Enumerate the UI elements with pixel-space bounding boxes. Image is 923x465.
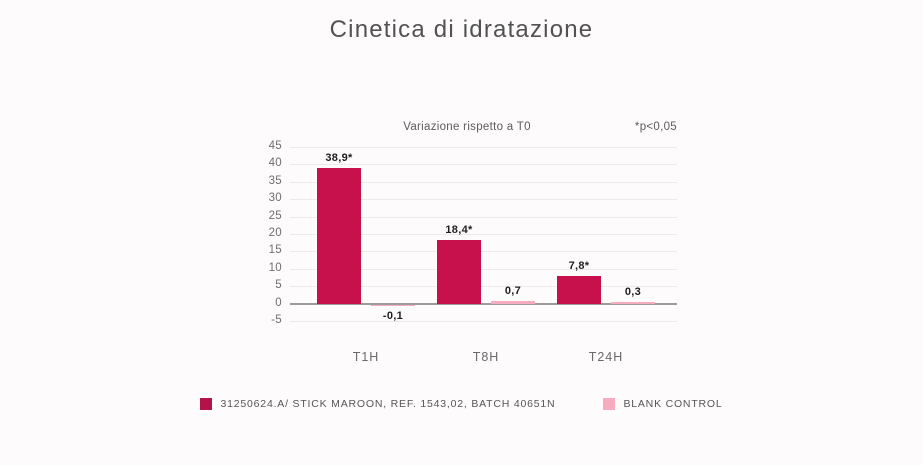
y-axis-tick-label: 0 — [275, 296, 282, 309]
legend-label: BLANK CONTROL — [623, 398, 723, 410]
gridline — [290, 181, 677, 183]
bar-stick-maroon-T1H — [317, 168, 361, 304]
bar-value-label: 38,9* — [325, 152, 353, 165]
bar-stick-maroon-T24H — [557, 276, 601, 304]
x-axis: T1H T8H T24H — [290, 350, 677, 370]
legend-swatch-stick-maroon — [200, 398, 213, 410]
bar-blank-control-T24H — [611, 302, 655, 304]
zero-axis-line — [290, 302, 677, 305]
y-axis-tick-label: 20 — [268, 227, 282, 239]
y-axis-tick-label: 15 — [268, 244, 282, 257]
bar-value-label: -0,1 — [382, 310, 404, 323]
x-axis-label-T8H: T8H — [472, 350, 500, 364]
bar-blank-control-T8H — [491, 301, 535, 304]
y-axis-tick-label: 25 — [268, 209, 282, 222]
y-axis-tick-label: 10 — [268, 261, 282, 274]
gridline — [290, 147, 677, 148]
page-title: Cinetica di idratazione — [329, 16, 594, 43]
y-axis-tick-label: 5 — [275, 279, 282, 292]
gridline — [290, 234, 677, 235]
legend-item-stick-maroon: 31250624.A/ STICK MAROON, REF. 1543,02, … — [200, 398, 555, 410]
bar-stick-maroon-T8H — [437, 239, 481, 304]
bar-blank-control-T1H — [371, 304, 415, 307]
plot-area: 38,9* -0,1 18,4* 0,7 7,8* 0,3 — [290, 147, 677, 323]
chart-subtitle: Variazione rispetto a T0 — [403, 121, 531, 133]
y-axis-tick-label: 40 — [268, 157, 282, 170]
gridline — [290, 199, 677, 201]
gridline — [290, 268, 677, 270]
bar-value-label: 18,4* — [445, 223, 473, 236]
gridline — [290, 164, 677, 166]
y-axis-tick-label: 30 — [268, 192, 282, 205]
bar-value-label: 0,3 — [624, 286, 642, 299]
bar-value-label: 0,7 — [504, 285, 522, 298]
legend-swatch-blank-control — [603, 398, 616, 410]
legend: 31250624.A/ STICK MAROON, REF. 1543,02, … — [0, 398, 923, 410]
y-axis-tick-label: 35 — [268, 174, 282, 187]
x-axis-label-T24H: T24H — [588, 350, 624, 364]
legend-label: 31250624.A/ STICK MAROON, REF. 1543,02, … — [220, 398, 556, 410]
y-axis-tick-label: -5 — [271, 314, 282, 326]
legend-item-blank-control: BLANK CONTROL — [603, 398, 722, 410]
y-axis: 45 40 35 30 25 20 15 10 5 0 -5 — [238, 140, 282, 326]
x-axis-label-T1H: T1H — [352, 350, 380, 364]
bar-value-label: 7,8* — [568, 260, 590, 273]
gridline — [290, 321, 677, 322]
y-axis-tick-label: 45 — [268, 140, 282, 152]
gridline — [290, 216, 677, 218]
significance-note: *p<0,05 — [634, 121, 677, 133]
gridline — [290, 286, 677, 288]
gridline — [290, 251, 677, 253]
